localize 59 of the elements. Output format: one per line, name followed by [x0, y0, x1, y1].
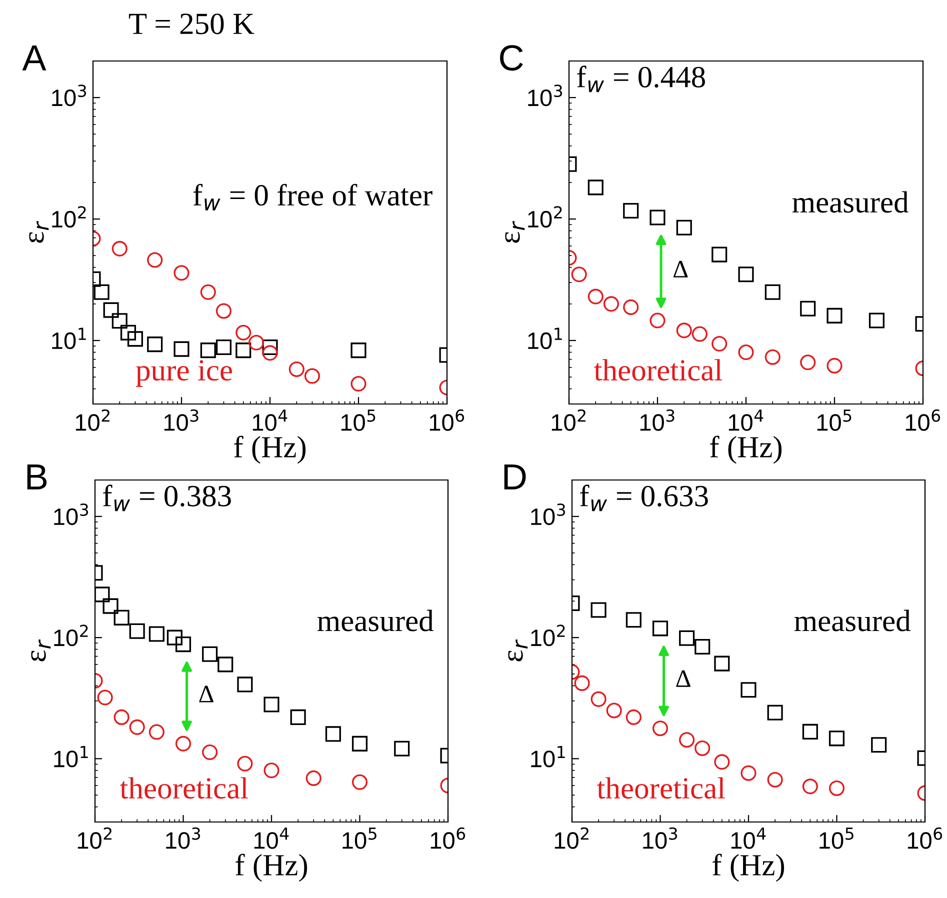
- y-tick-label: 10$^{3}$: [54, 504, 88, 526]
- x-tick-label: 10$^{2}$: [554, 827, 588, 849]
- x-tick-label: 10$^{5}$: [817, 410, 852, 431]
- x-axis-title: f (Hz): [710, 436, 782, 464]
- y-tick-label: 10$^{1}$: [531, 746, 565, 768]
- x-tick-label: 10$^{3}$: [166, 827, 200, 849]
- text: C: [500, 45, 523, 71]
- annotation: Δ: [674, 260, 688, 278]
- x-tick-label: 10$^{6}$: [430, 409, 464, 431]
- text: measured: [792, 191, 908, 213]
- y-tick-label: 10$^{1}$: [54, 746, 88, 768]
- annotation: Δ: [676, 670, 690, 687]
- x-tick-label: 10$^{2}$: [552, 409, 586, 431]
- x-tick-label: 10$^{5}$: [342, 828, 376, 849]
- x-tick-label: 10$^{3}$: [164, 409, 198, 431]
- x-tick-label: 10$^{2}$: [76, 409, 110, 431]
- y-tick-label: 10$^{1}$: [528, 328, 562, 350]
- x-tick-label: 10$^{4}$: [728, 410, 764, 431]
- chart-title: T = 250 K: [128, 14, 254, 34]
- x-tick-label: 10$^{6}$: [908, 827, 942, 849]
- text: measured: [794, 610, 910, 632]
- annotation: f$_{w}$ = 0.383: [103, 484, 231, 512]
- x-tick-label: 10$^{4}$: [731, 828, 766, 849]
- x-axis-title: f (Hz): [234, 436, 306, 464]
- x-tick-label: 10$^{2}$: [78, 827, 112, 849]
- series-label: theoretical: [120, 777, 248, 799]
- x-tick-label: 10$^{4}$: [252, 410, 288, 431]
- annotation: f$_{w}$ = 0.448: [577, 66, 705, 92]
- x-tick-label: 10$^{6}$: [906, 409, 940, 431]
- x-tick-label: 10$^{4}$: [254, 828, 289, 849]
- text: D: [504, 464, 526, 490]
- x-tick-label: 10$^{3}$: [640, 409, 674, 431]
- y-tick-label: 10$^{2}$: [52, 206, 86, 228]
- text: A: [22, 45, 46, 70]
- x-tick-label: 10$^{5}$: [341, 410, 376, 431]
- annotation: f$_{w}$ = 0.633: [580, 484, 708, 512]
- series-label: theoretical: [597, 777, 726, 799]
- x-tick-label: 10$^{5}$: [820, 828, 854, 849]
- text: B: [27, 464, 47, 490]
- x-axis-title: f (Hz): [236, 854, 308, 882]
- y-axis-title: ε$_{r}$: [31, 639, 51, 662]
- text: measured: [317, 610, 434, 632]
- y-tick-label: 10$^{3}$: [52, 84, 86, 106]
- y-tick-label: 10$^{2}$: [528, 206, 562, 228]
- x-tick-label: 10$^{3}$: [643, 827, 678, 849]
- y-tick-label: 10$^{2}$: [54, 624, 88, 646]
- series-label: theoretical: [594, 359, 722, 381]
- annotation: Δ: [199, 686, 214, 702]
- y-tick-label: 10$^{2}$: [531, 624, 565, 646]
- text: f$_{w}$ = 0 free of water: [193, 184, 432, 210]
- y-tick-label: 10$^{1}$: [52, 328, 86, 350]
- x-axis-title: f (Hz): [712, 854, 784, 882]
- y-tick-label: 10$^{3}$: [531, 504, 566, 526]
- y-axis-title: ε$_{r}$: [29, 220, 49, 243]
- x-tick-label: 10$^{6}$: [430, 827, 466, 849]
- y-axis-title: ε$_{r}$: [505, 220, 525, 243]
- y-axis-title: ε$_{r}$: [508, 639, 528, 662]
- y-tick-label: 10$^{3}$: [528, 84, 562, 106]
- series-label: pure ice: [136, 360, 232, 387]
